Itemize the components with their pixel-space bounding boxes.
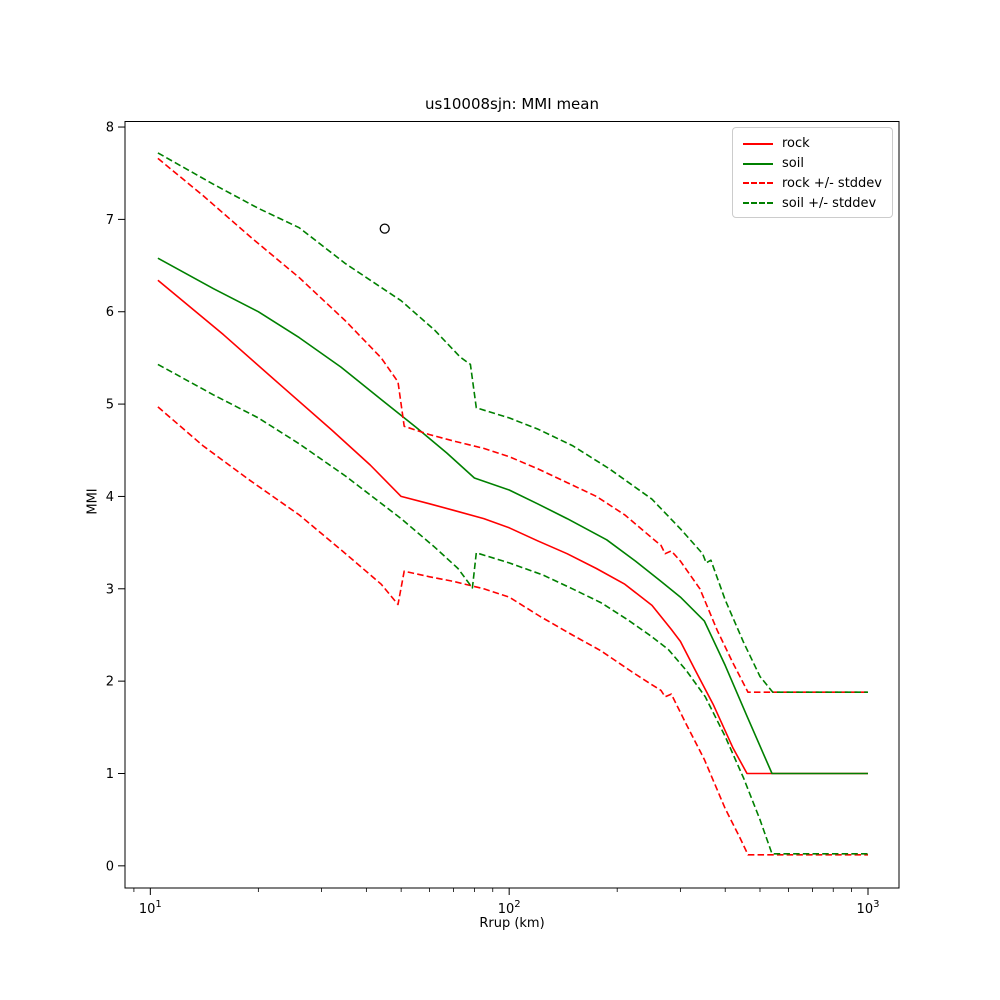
observation-marker-layer — [379, 223, 390, 234]
legend-entry-soil-stddev: soil +/- stddev — [743, 193, 884, 213]
plot-frame — [124, 121, 900, 889]
observation-point-marker — [379, 223, 390, 234]
x-tick-label: 103 — [857, 899, 880, 917]
legend-label: soil — [782, 156, 804, 172]
y-tick-label: 3 — [106, 582, 114, 597]
series-soil-stddev-line — [157, 363, 868, 855]
series-soil-stddev-line — [157, 152, 868, 693]
y-tick-label: 0 — [106, 859, 114, 874]
y-tick-label: 2 — [106, 675, 114, 690]
legend-entry-soil: soil — [743, 154, 884, 174]
chart-title: us10008sjn: MMI mean — [425, 95, 599, 113]
legend-solid-line-sample — [743, 162, 773, 165]
y-axis-label: MMI — [85, 488, 101, 515]
legend-entry-rock-stddev: rock +/- stddev — [743, 174, 884, 194]
y-tick-label: 4 — [106, 490, 114, 505]
x-axis-label: Rrup (km) — [479, 916, 545, 931]
legend: rock soil rock +/- stddev soil +/- stddev — [732, 127, 893, 218]
series-rock-line — [157, 279, 868, 775]
axis-ticks: 101 102 103 0 1 2 3 4 5 6 7 8 — [106, 121, 880, 917]
legend-label: soil +/- stddev — [782, 195, 877, 211]
y-tick-label: 1 — [106, 767, 114, 782]
legend-label: rock +/- stddev — [782, 175, 882, 191]
legend-dashed-line-sample — [743, 182, 773, 185]
y-tick-label: 6 — [106, 305, 114, 320]
x-tick-label: 101 — [139, 899, 162, 917]
series-lines — [157, 152, 868, 856]
legend-entry-rock: rock — [743, 134, 884, 154]
legend-dashed-line-sample — [743, 202, 773, 205]
legend-solid-line-sample — [743, 142, 773, 145]
y-tick-label: 7 — [106, 213, 114, 228]
legend-label: rock — [782, 136, 810, 152]
x-tick-label: 102 — [498, 899, 521, 917]
y-tick-label: 8 — [106, 121, 114, 136]
series-rock-stddev-line — [157, 406, 868, 856]
series-rock-stddev-line — [157, 157, 868, 693]
axes-frame — [124, 121, 900, 889]
y-tick-label: 5 — [106, 398, 114, 413]
series-soil-line — [157, 257, 868, 775]
